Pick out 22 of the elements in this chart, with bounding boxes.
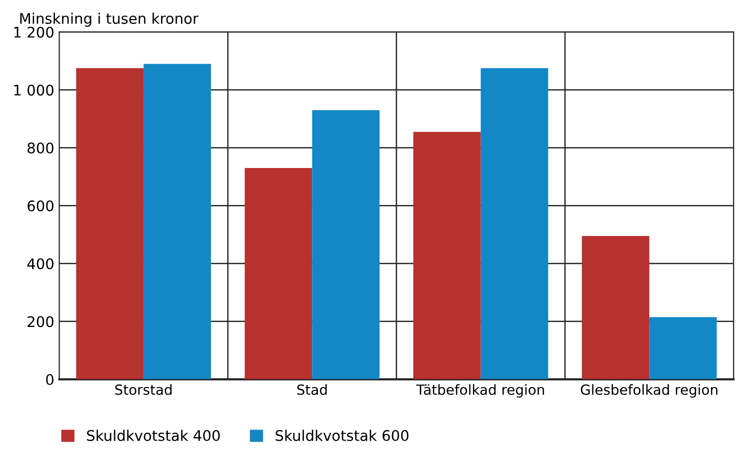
y-tick-label: 0 [46,374,54,386]
bar [649,317,717,380]
legend-label: Skuldkvotstak 400 [87,430,220,442]
bar [480,68,548,380]
y-tick-label: 200 [28,316,54,328]
bar [76,68,144,380]
y-tick-label: 400 [27,258,54,270]
x-tick-label: Stad [297,384,327,395]
y-tick-label: 1 200 [14,26,54,38]
y-tick-label: 1 000 [14,84,54,96]
y-tick-label: 800 [28,142,54,154]
bar [244,168,312,380]
bar [312,110,380,380]
x-tick-label: Storstad [115,384,172,395]
y-tick-label: 600 [28,200,54,212]
legend-label: Skuldkvotstak 600 [276,430,408,442]
bar [582,236,650,380]
bar [144,64,211,380]
x-tick-label: Glesbefolkad region [580,384,718,398]
y-axis-title: Minskning i tusen kronor [20,12,198,27]
bar [413,132,481,380]
x-tick-label: Tätbefolkad region [416,384,544,398]
